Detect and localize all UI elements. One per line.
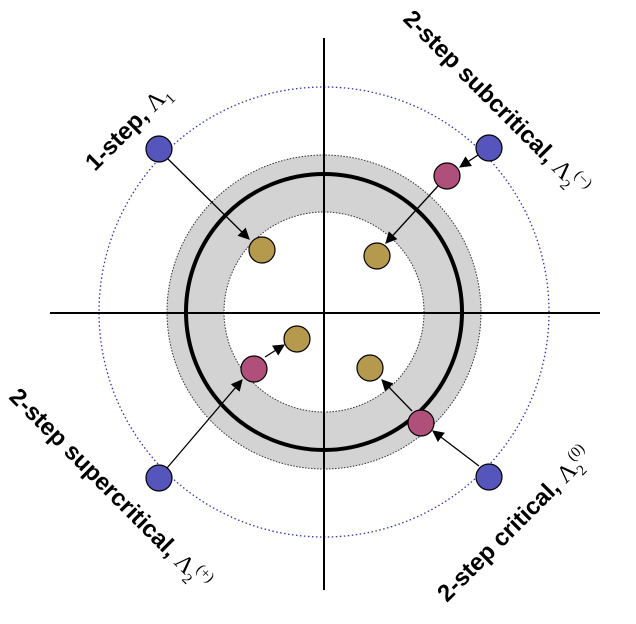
magenta-node-critical (407, 409, 435, 437)
blue-node-one-step (145, 135, 173, 163)
arrow-supercritical-2 (264, 344, 285, 358)
arrow-critical-1 (432, 430, 480, 467)
magenta-node-subcritical (433, 162, 461, 190)
olive-node-one-step (248, 236, 276, 264)
arrow-one-step (166, 157, 250, 240)
olive-node-supercritical (283, 325, 311, 353)
blue-node-subcritical (475, 134, 503, 162)
arrow-subcritical-2 (385, 185, 439, 244)
unit-circle (184, 172, 464, 452)
olive-node-critical (356, 354, 384, 382)
label-one-step: 1-step, Λ1 (80, 80, 179, 179)
magenta-node-supercritical (240, 355, 268, 383)
label-critical: 2-step critical, Λ2(0) (431, 441, 600, 610)
label-supercritical: 2-step supercritical, Λ2(+) (1, 382, 217, 598)
arrow-supercritical-1 (166, 379, 243, 469)
olive-node-subcritical (363, 242, 391, 270)
label-subcritical: 2-step subcritical, Λ2(−) (395, 4, 595, 204)
arrow-critical-2 (381, 379, 413, 412)
blue-node-critical (475, 463, 503, 491)
arrow-subcritical-1 (459, 154, 479, 168)
blue-node-supercritical (145, 464, 173, 492)
